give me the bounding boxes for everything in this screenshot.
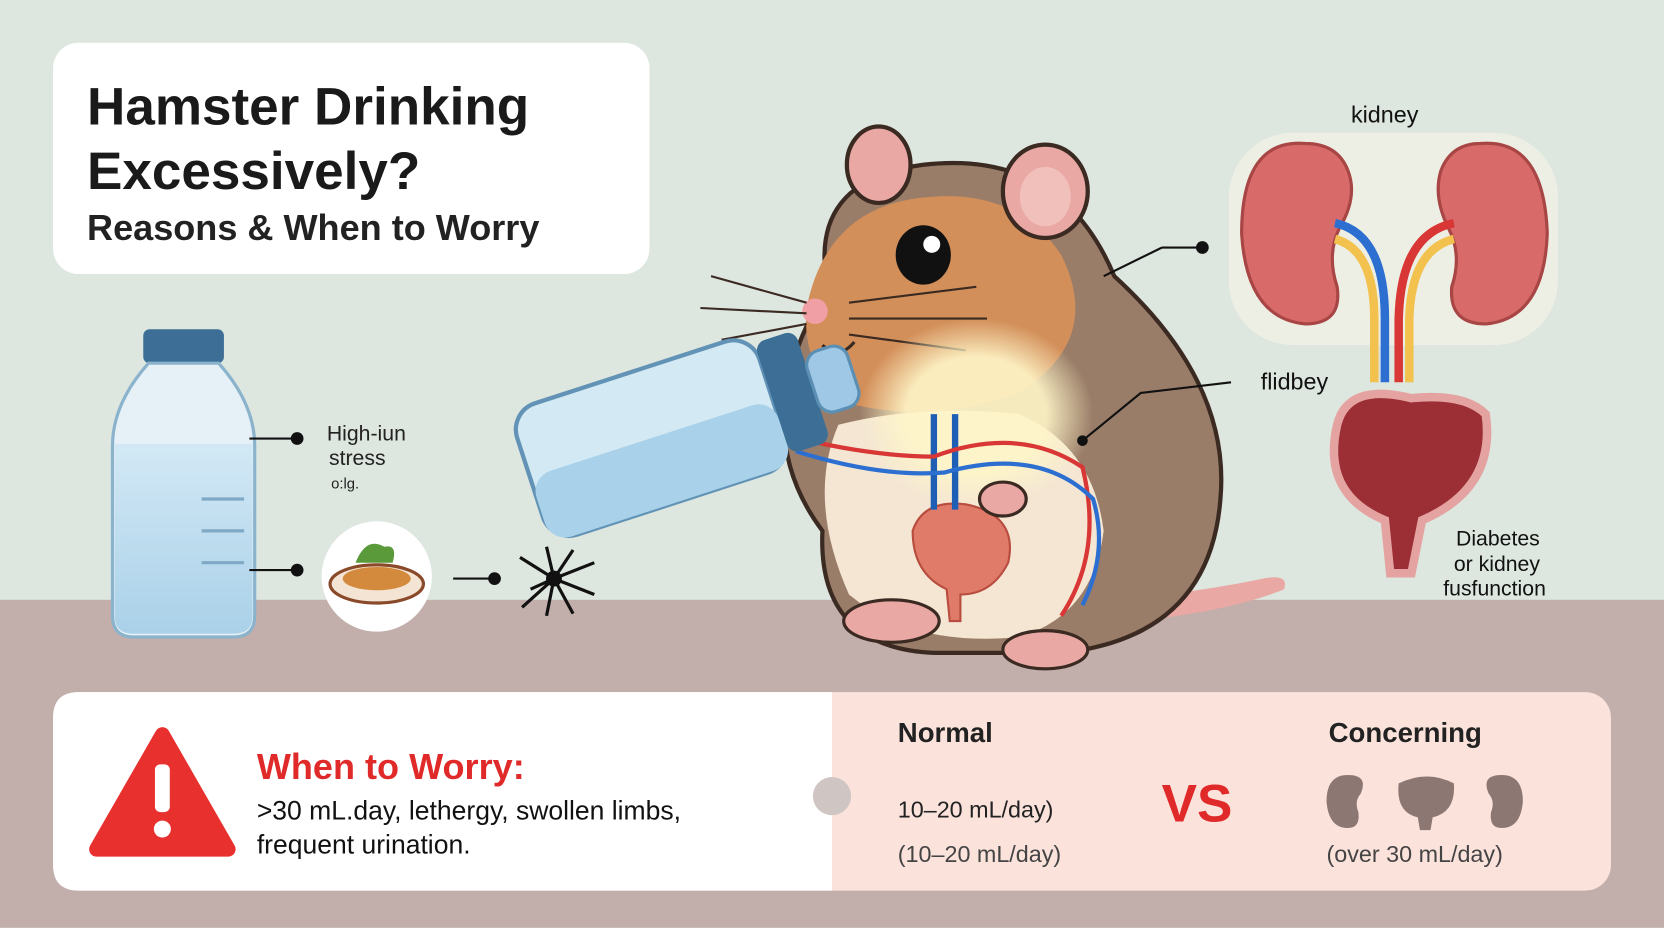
warning-text: frequent urination. [257, 829, 471, 859]
pointer-dot [1196, 241, 1209, 254]
hamster [700, 124, 1285, 671]
organ-label: Diabetes [1456, 528, 1540, 551]
concerning-icons [1326, 774, 1523, 831]
kidney-diagram [1228, 132, 1558, 578]
pointer-line [1081, 381, 1232, 442]
warning-heading: When to Worry: [257, 746, 525, 787]
divider-dot [812, 777, 852, 816]
stress-icon [519, 546, 595, 617]
title-line: Excessively? [87, 142, 420, 201]
normal-text: 10–20 mL/day) [898, 796, 1054, 822]
drinking-bottle [513, 332, 861, 539]
pointer-dot [1077, 435, 1088, 446]
cause-label: stress [329, 447, 386, 470]
title-card [53, 42, 650, 275]
organ-label: fusfunction [1443, 578, 1546, 601]
normal-text: (10–20 mL/day) [898, 841, 1061, 867]
pointer-lines [249, 432, 501, 585]
subtitle: Reasons & When to Worry [87, 207, 539, 248]
cause-label: o:lg. [331, 476, 359, 492]
title-line: Hamster Drinking [87, 77, 529, 136]
organ-label: kidney [1351, 101, 1419, 127]
organ-label: flidbey [1261, 369, 1329, 395]
warning-icon [89, 727, 236, 857]
warning-text: >30 mL.day, lethergy, swollen limbs, [257, 796, 681, 826]
pointer-line [1103, 246, 1163, 278]
concerning-text: (over 30 mL/day) [1327, 841, 1503, 867]
concerning-heading: Concerning [1329, 717, 1482, 748]
organ-label: or kidney [1454, 553, 1540, 576]
food-icon [321, 521, 432, 632]
water-bottle [110, 329, 257, 639]
warning-panel [53, 692, 833, 891]
versus: VS [1162, 775, 1233, 834]
normal-heading: Normal [898, 717, 993, 748]
cause-label: High-iun [327, 423, 406, 446]
